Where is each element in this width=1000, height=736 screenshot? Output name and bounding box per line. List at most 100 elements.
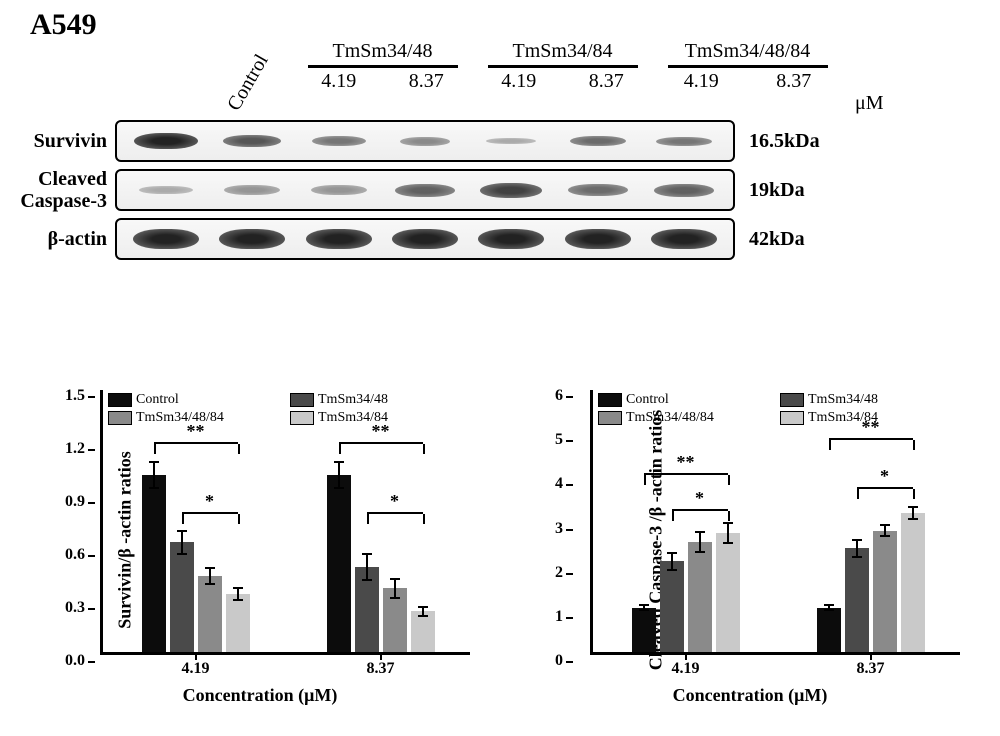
plot-area: 01234564.198.37******: [590, 390, 960, 655]
gel-lane: [123, 186, 209, 194]
error-bar: [699, 531, 701, 553]
bar: [142, 475, 166, 652]
error-bar: [727, 522, 729, 544]
significance-bracket: [339, 442, 423, 444]
lane-group-3: TmSm34/48/84 4.198.37: [655, 40, 840, 93]
gel-lane: [209, 135, 295, 147]
significance-bracket: [154, 442, 238, 444]
sig-drop: [913, 440, 915, 450]
gel-band: [312, 136, 366, 146]
lane-conc: 8.37: [589, 70, 624, 93]
legend-swatch: [290, 411, 314, 425]
legend-label: TmSm34/48/84: [136, 410, 224, 426]
error-bar: [643, 604, 645, 611]
bar: [632, 608, 656, 652]
error-bar: [912, 506, 914, 519]
gel-lane: [554, 229, 640, 249]
protein-label: CleavedCaspase-3: [5, 168, 115, 212]
x-category: 8.37: [857, 660, 885, 678]
gel-lane: [641, 137, 727, 146]
lane-conc: 8.37: [409, 70, 444, 93]
gel-band: [392, 229, 458, 249]
legend-item: TmSm34/48: [780, 392, 956, 408]
bar: [411, 611, 435, 652]
gel-lane: [382, 229, 468, 249]
significance-bracket: [367, 512, 423, 514]
y-tick: 4: [555, 475, 563, 493]
y-tick: 1.2: [65, 440, 85, 458]
gel-lane: [554, 136, 640, 146]
sig-drop: [154, 444, 156, 454]
gel-band: [656, 137, 712, 146]
legend-label: TmSm34/48/84: [626, 410, 714, 426]
error-bar: [828, 604, 830, 611]
legend-item: TmSm34/84: [290, 410, 466, 426]
sig-drop: [728, 475, 730, 485]
lane-group-2: TmSm34/84 4.198.37: [475, 40, 650, 93]
gel-lane: [554, 184, 640, 196]
y-tick: 0.6: [65, 546, 85, 564]
bar: [198, 576, 222, 652]
lane-group-underline: [488, 65, 638, 68]
legend-label: Control: [136, 392, 179, 408]
y-tick: 0.3: [65, 599, 85, 617]
gel-lane: [209, 185, 295, 195]
error-bar: [366, 553, 368, 581]
survivin-chart: Survivin/β -actin ratiosConcentration (μ…: [30, 370, 490, 710]
lane-group-title: TmSm34/48/84: [655, 40, 840, 63]
significance-bracket: [644, 473, 728, 475]
y-tick: 1.5: [65, 387, 85, 405]
lane-group-underline: [668, 65, 828, 68]
error-bar: [181, 530, 183, 555]
gel-lane: [468, 229, 554, 249]
legend-swatch: [780, 411, 804, 425]
lane-conc: 4.19: [684, 70, 719, 93]
gel-band: [223, 135, 281, 147]
significance-star: *: [695, 488, 704, 509]
sig-drop: [728, 511, 730, 521]
gel-lane: [296, 185, 382, 195]
gel-band: [565, 229, 631, 249]
significance-bracket: [182, 512, 238, 514]
gel-band: [133, 229, 199, 249]
error-bar: [394, 578, 396, 599]
gel-band: [400, 137, 450, 146]
error-bar: [884, 524, 886, 537]
mw-label: 19kDa: [749, 179, 839, 202]
protein-label: β-actin: [5, 228, 115, 250]
bar: [226, 594, 250, 652]
error-bar: [237, 587, 239, 601]
bar: [170, 542, 194, 652]
sig-drop: [238, 444, 240, 454]
x-tick: [870, 652, 872, 660]
gel-lane: [382, 137, 468, 146]
sig-drop: [423, 444, 425, 454]
gel-band: [224, 185, 280, 195]
gel-band: [478, 229, 544, 249]
bar: [716, 533, 740, 652]
legend-item: TmSm34/48: [290, 392, 466, 408]
western-blot-panel: Control TmSm34/48 4.198.37 TmSm34/84 4.1…: [120, 40, 880, 266]
legend-item: Control: [598, 392, 774, 408]
legend-swatch: [598, 393, 622, 407]
lane-group-1: TmSm34/48 4.198.37: [295, 40, 470, 93]
lane-conc: 4.19: [321, 70, 356, 93]
sig-drop: [182, 514, 184, 524]
bar: [845, 548, 869, 652]
sig-drop: [913, 489, 915, 499]
x-tick: [685, 652, 687, 660]
gel-band: [395, 184, 455, 197]
gel-band: [570, 136, 626, 146]
significance-star: *: [205, 491, 214, 512]
gel-lane: [123, 229, 209, 249]
y-tick: 0.0: [65, 652, 85, 670]
y-tick: 0: [555, 652, 563, 670]
x-tick: [195, 652, 197, 660]
gel-band: [651, 229, 717, 249]
gel-band: [219, 229, 285, 249]
significance-star: *: [880, 466, 889, 487]
gel-lane: [641, 184, 727, 197]
legend-label: TmSm34/48: [808, 392, 878, 408]
error-bar: [153, 461, 155, 489]
blot-row: CleavedCaspase-319kDa: [120, 168, 880, 212]
